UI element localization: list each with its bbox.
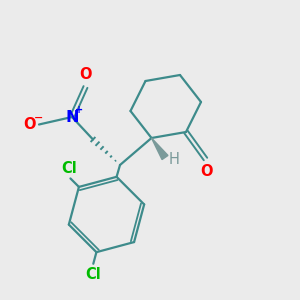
Polygon shape [152,138,168,160]
Text: N: N [65,110,79,124]
Text: O: O [23,117,35,132]
Text: +: + [74,105,83,116]
Text: O: O [79,67,92,82]
Text: H: H [169,152,179,167]
Text: −: − [34,113,43,123]
Text: Cl: Cl [85,267,101,282]
Text: O: O [201,164,213,178]
Text: Cl: Cl [61,161,77,176]
